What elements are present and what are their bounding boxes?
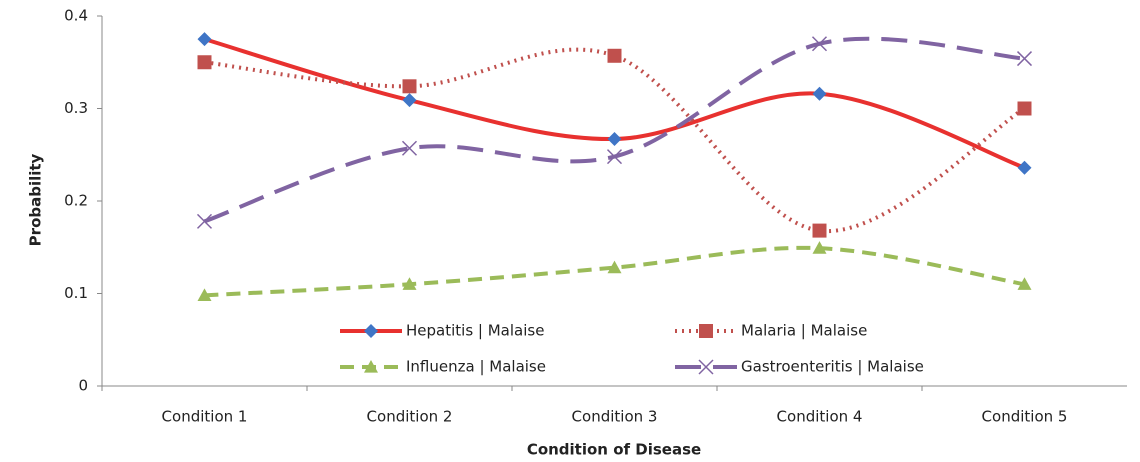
data-point bbox=[1017, 277, 1032, 290]
x-tick-label: Condition 5 bbox=[982, 408, 1068, 426]
legend-label: Malaria | Malaise bbox=[741, 322, 867, 340]
series-line bbox=[203, 36, 1025, 224]
y-tick-label: 0 bbox=[78, 377, 88, 395]
series-line bbox=[204, 245, 1025, 298]
legend-label: Influenza | Malaise bbox=[406, 358, 546, 376]
data-point bbox=[197, 288, 212, 301]
data-point bbox=[811, 36, 828, 52]
data-point bbox=[1016, 51, 1033, 67]
legend-marker bbox=[364, 324, 378, 338]
x-tick-label: Condition 1 bbox=[162, 408, 248, 426]
x-axis-title: Condition of Disease bbox=[527, 441, 701, 459]
data-point bbox=[812, 241, 827, 254]
x-tick-label: Condition 2 bbox=[367, 408, 453, 426]
data-point bbox=[197, 32, 212, 47]
series-line bbox=[204, 47, 1026, 233]
data-point bbox=[812, 86, 827, 101]
data-point bbox=[1017, 160, 1032, 175]
data-point bbox=[812, 223, 827, 238]
y-tick-label: 0.2 bbox=[64, 192, 88, 210]
legend-marker bbox=[364, 360, 378, 373]
y-tick-label: 0.1 bbox=[64, 284, 88, 302]
legend-label: Hepatitis | Malaise bbox=[406, 322, 544, 340]
data-point bbox=[197, 55, 212, 70]
data-point bbox=[402, 277, 417, 290]
data-point bbox=[1017, 101, 1032, 116]
data-point bbox=[607, 132, 622, 147]
x-tick-label: Condition 3 bbox=[572, 408, 658, 426]
legend-marker bbox=[699, 324, 713, 338]
data-point bbox=[401, 140, 418, 156]
y-tick-label: 0.4 bbox=[64, 7, 88, 25]
y-axis-title: Probability bbox=[27, 153, 45, 246]
legend-label: Gastroenteritis | Malaise bbox=[741, 358, 924, 376]
y-tick-label: 0.3 bbox=[64, 99, 88, 117]
data-point bbox=[607, 260, 622, 274]
data-point bbox=[196, 213, 213, 229]
data-point bbox=[607, 48, 622, 63]
data-point bbox=[402, 79, 417, 94]
data-point bbox=[606, 149, 623, 165]
legend-marker bbox=[698, 359, 714, 375]
data-point bbox=[402, 93, 417, 108]
x-tick-label: Condition 4 bbox=[777, 408, 863, 426]
